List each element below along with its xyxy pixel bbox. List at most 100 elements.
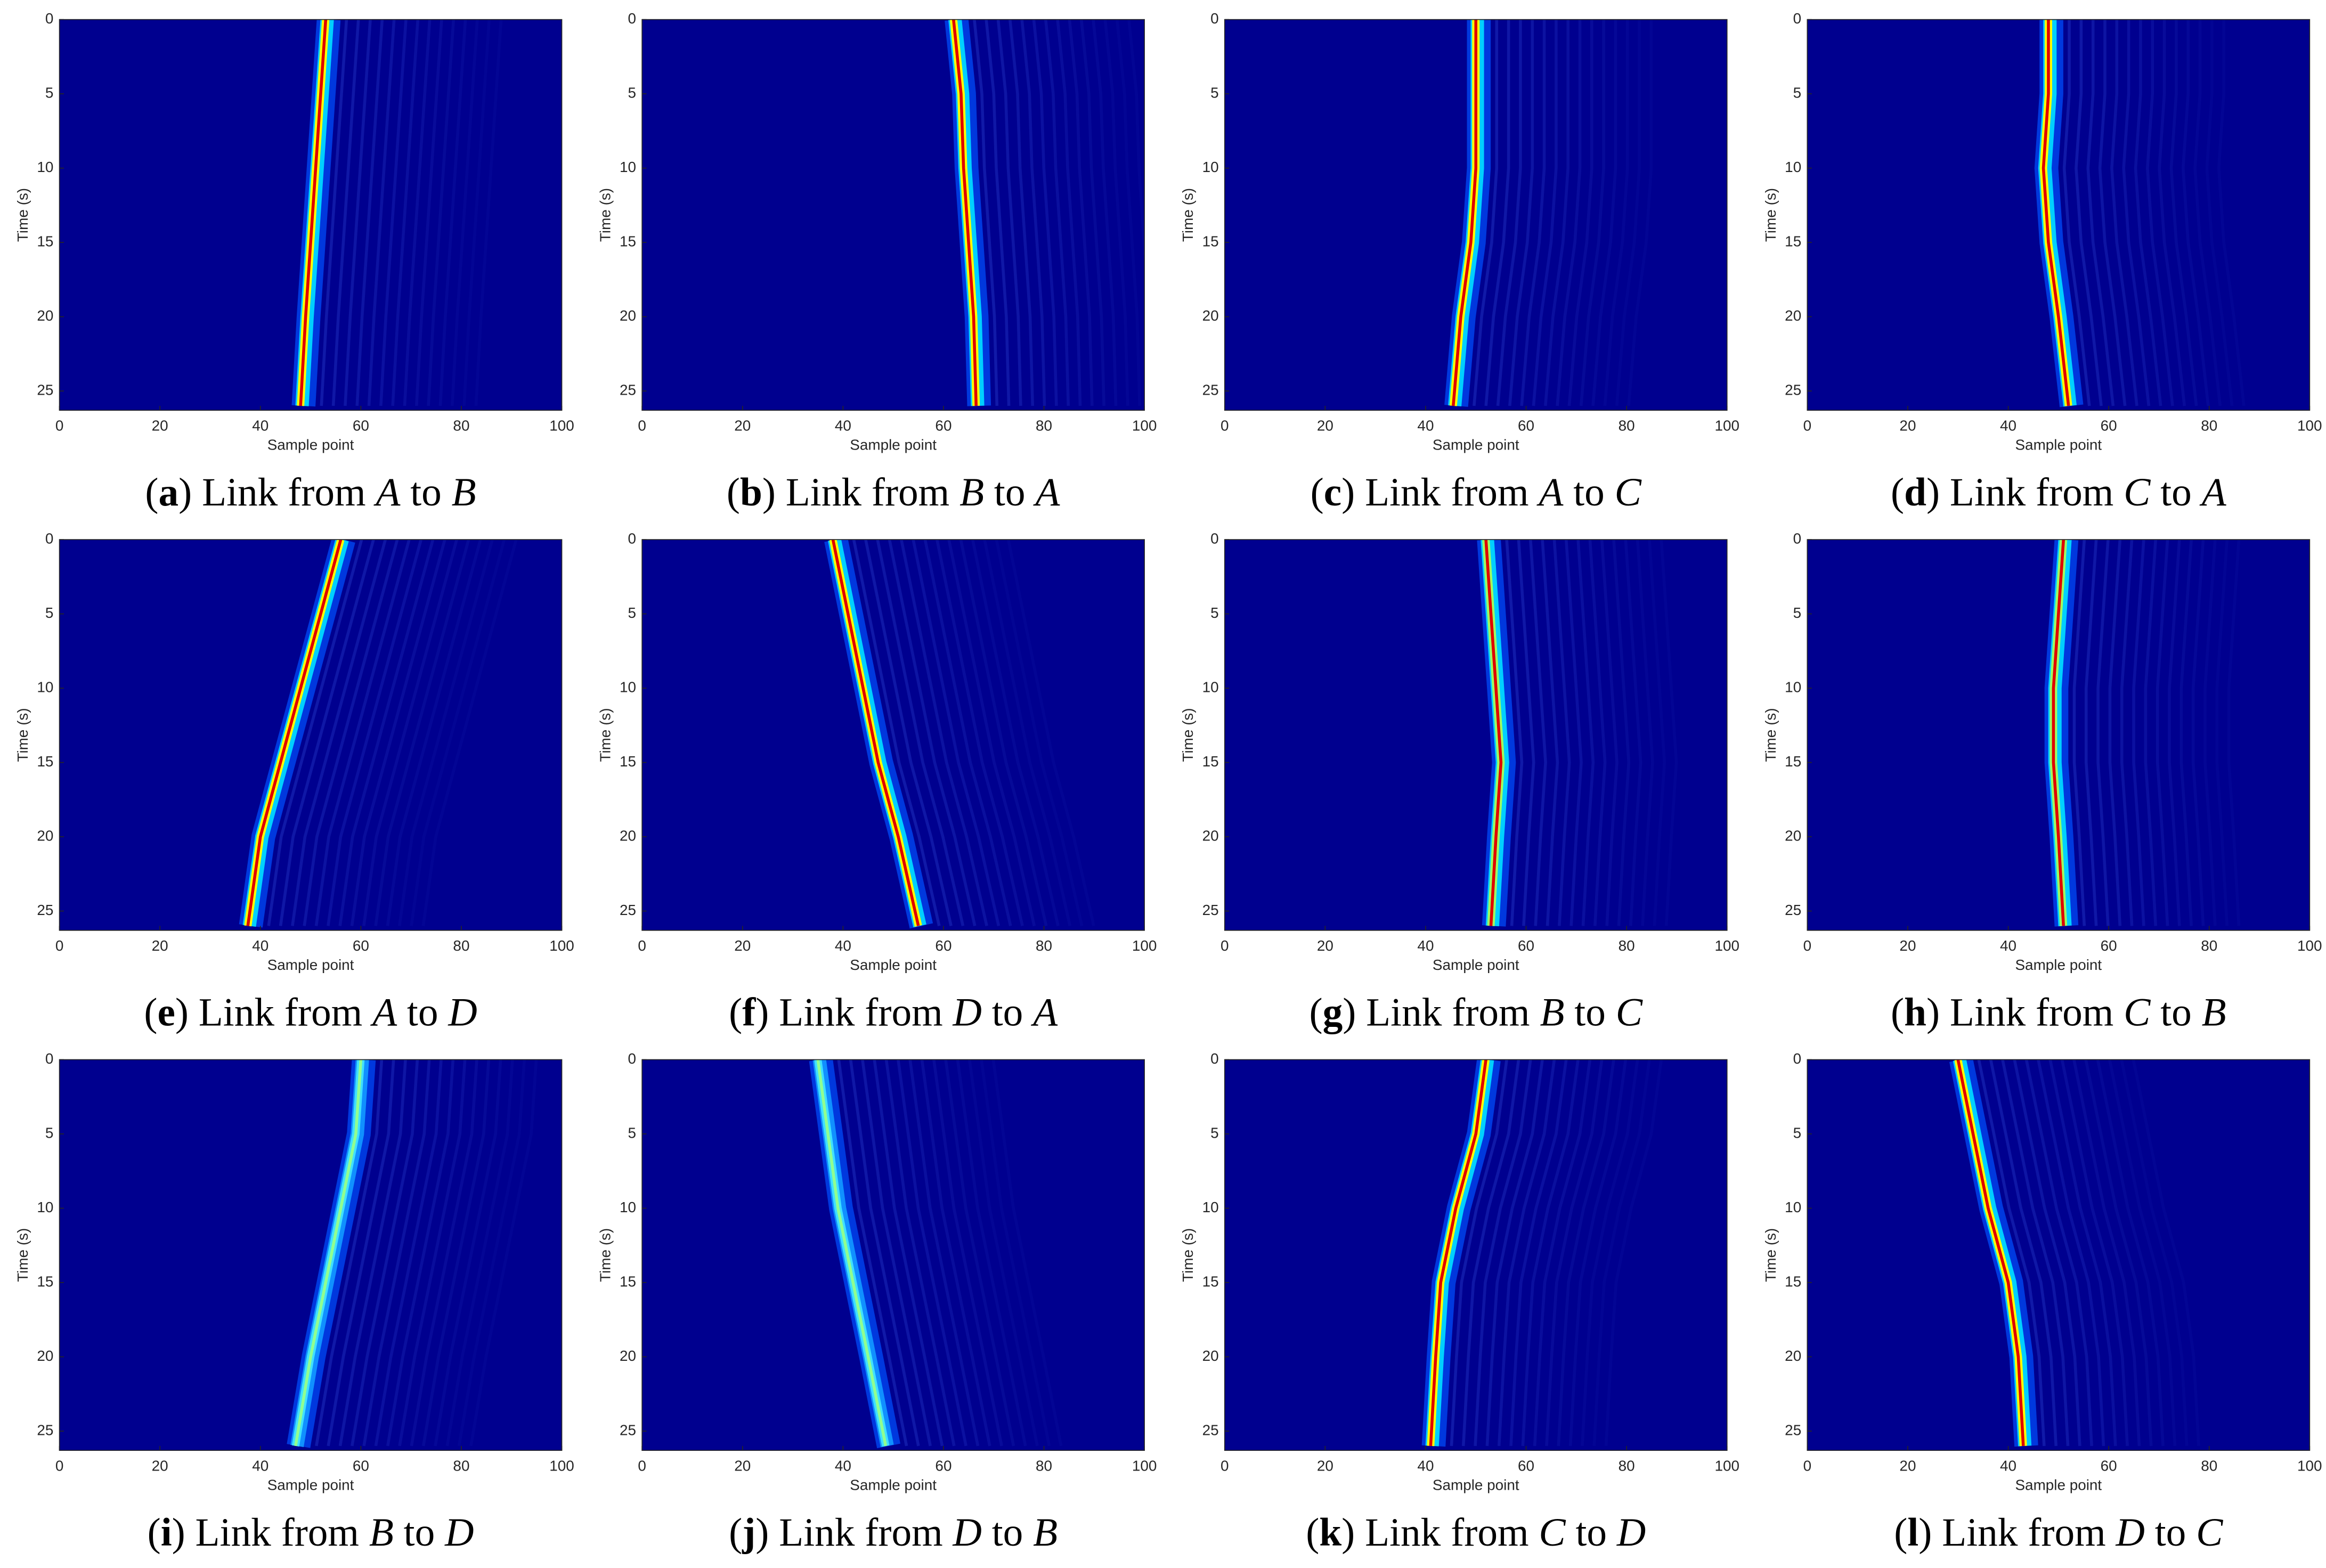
x-tick-label: 0 — [55, 417, 64, 434]
sidelobe — [920, 1059, 991, 1447]
y-tick-label: 25 — [1202, 902, 1219, 918]
x-axis-label: Sample point — [1433, 1477, 1519, 1493]
x-tick-label: 80 — [2201, 1457, 2217, 1474]
sidelobe — [1581, 1059, 1639, 1447]
x-tick-label: 100 — [549, 937, 574, 954]
x-tick-label: 40 — [2000, 417, 2016, 434]
y-tick-label: 15 — [620, 233, 636, 250]
y-axis-label: Time (s) — [14, 188, 31, 242]
x-tick-label: 0 — [1803, 1457, 1812, 1474]
y-tick-label: 25 — [620, 381, 636, 398]
sidelobe — [2168, 540, 2181, 926]
sidelobe — [985, 19, 1011, 406]
x-tick-label: 80 — [1036, 417, 1052, 434]
caption-part: to — [982, 991, 1033, 1035]
caption-part: ) Link from — [172, 1510, 369, 1555]
y-tick-label: 5 — [45, 605, 54, 621]
y-tick-label: 25 — [1785, 902, 1801, 918]
sidelobe — [469, 1059, 538, 1447]
caption-part: D — [2116, 1510, 2145, 1555]
sidelobe — [474, 19, 503, 406]
y-tick-label: 10 — [37, 159, 53, 175]
y-tick-label: 0 — [1210, 530, 1219, 546]
sidelobe — [1544, 19, 1570, 406]
x-tick-label: 0 — [1803, 417, 1812, 434]
sidelobe — [2120, 540, 2134, 926]
x-tick-label: 80 — [1619, 937, 1635, 954]
panel: 0 20 40 60 80 100 0 5 10 15 20 25 Sample point Time (… — [597, 10, 1157, 514]
sidelobe — [2146, 19, 2174, 406]
caption-part: ( — [727, 470, 740, 514]
x-tick-label: 40 — [1417, 417, 1434, 434]
caption-part: C — [2196, 1510, 2223, 1555]
y-tick-label: 5 — [1793, 1124, 1802, 1141]
sidelobe — [991, 1059, 1063, 1447]
sidelobe — [1474, 1059, 1532, 1447]
sidelobe — [320, 19, 348, 406]
x-tick-label: 20 — [1899, 937, 1916, 954]
sidelobe — [1032, 19, 1058, 406]
sidelobe — [861, 1059, 932, 1447]
y-tick-label: 5 — [1793, 605, 1802, 621]
y-tick-label: 25 — [620, 902, 636, 918]
x-tick-label: 0 — [1803, 937, 1812, 954]
heatmap-background — [1807, 1059, 2310, 1451]
caption-part: to — [2150, 470, 2201, 514]
sidelobe — [1079, 19, 1105, 406]
caption-part: B — [369, 1510, 394, 1555]
sidelobe — [1056, 19, 1082, 406]
sidelobe — [1529, 540, 1547, 926]
caption: (b) Link from B to A — [727, 470, 1060, 514]
x-tick-label: 100 — [549, 417, 574, 434]
sidelobe — [1541, 540, 1559, 926]
sidelobe — [1600, 540, 1619, 926]
y-tick-label: 20 — [37, 827, 53, 844]
heatmap-background — [1224, 540, 1727, 930]
heatmap-area — [945, 19, 1145, 406]
sidelobe — [888, 540, 977, 927]
caption-part: B — [2202, 991, 2226, 1035]
sidelobe — [438, 19, 467, 406]
heatmap-area — [2034, 19, 2246, 407]
x-tick-label: 20 — [734, 1457, 751, 1474]
y-tick-label: 0 — [45, 530, 54, 546]
y-tick-label: 25 — [1785, 381, 1801, 398]
y-tick-label: 5 — [628, 605, 637, 621]
y-tick-label: 15 — [1202, 233, 1219, 250]
x-tick-label: 100 — [1132, 937, 1157, 954]
sidelobe — [314, 540, 411, 926]
axes-box — [1807, 19, 2311, 411]
caption: (f) Link from D to A — [729, 991, 1058, 1035]
sidelobe — [327, 540, 422, 926]
sidelobe — [2191, 540, 2205, 926]
caption: (e) Link from A to D — [144, 991, 477, 1035]
sidelobe — [1579, 19, 1605, 406]
panel: 0 20 40 60 80 100 0 5 10 15 20 25 Sample point Time (… — [1180, 1050, 1739, 1555]
axes-box — [641, 19, 1145, 411]
sidelobe — [849, 1059, 920, 1447]
caption-part: ) Link from — [1926, 991, 2124, 1035]
caption-part: D — [448, 991, 477, 1035]
sidelobe — [1591, 19, 1617, 406]
y-tick-label: 15 — [620, 753, 636, 770]
sidelobe — [884, 1059, 956, 1447]
caption-part: ) Link from — [178, 470, 376, 514]
y-tick-label: 15 — [620, 1273, 636, 1289]
caption-part: D — [953, 991, 982, 1035]
sidelobe — [267, 540, 363, 926]
sidelobe — [923, 540, 1012, 927]
caption-part: to — [2150, 991, 2201, 1035]
x-tick-label: 60 — [1518, 937, 1534, 954]
caption-part: b — [740, 470, 762, 514]
sidelobe — [391, 19, 420, 406]
caption-part: to — [400, 470, 451, 514]
axes-box — [1224, 1059, 1728, 1451]
ridge — [2042, 19, 2070, 406]
sidelobe — [367, 19, 396, 406]
sidelobe — [2227, 540, 2241, 926]
heatmap-area — [809, 1059, 1063, 1449]
y-tick-label: 10 — [1785, 159, 1801, 175]
sidelobe — [1473, 19, 1499, 406]
x-tick-label: 40 — [835, 937, 851, 954]
